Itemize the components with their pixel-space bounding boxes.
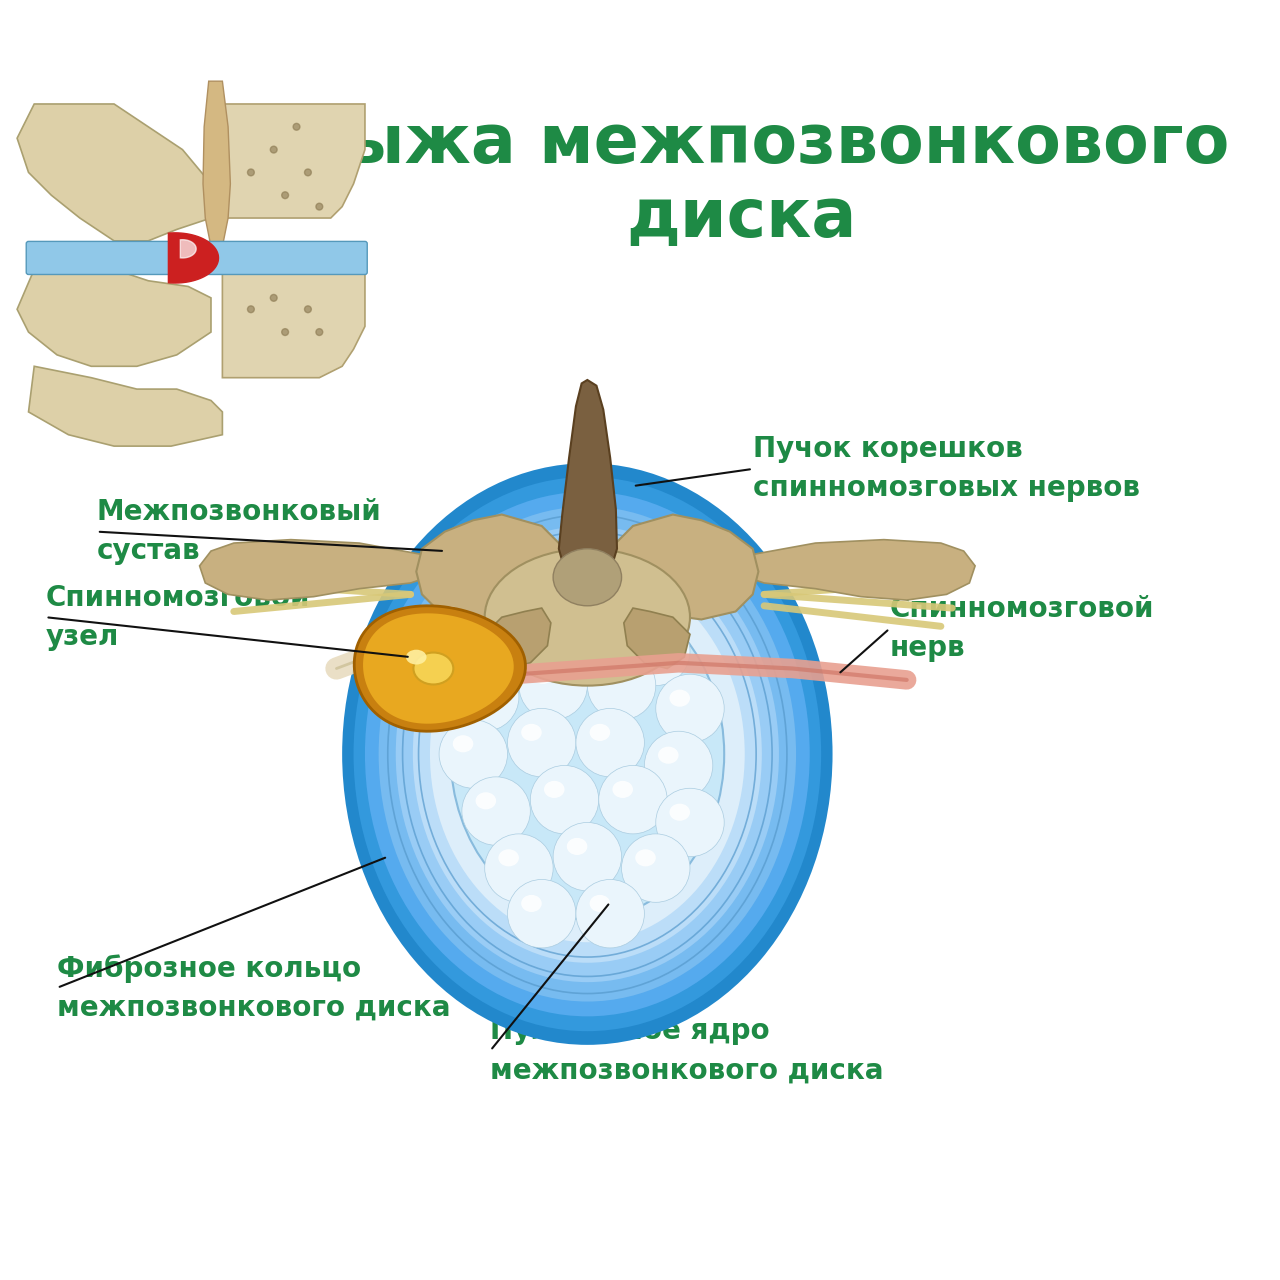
Polygon shape [200, 540, 428, 600]
Ellipse shape [655, 788, 724, 856]
Polygon shape [623, 608, 690, 668]
Polygon shape [748, 540, 975, 600]
Text: Межпозвонковый
сустав: Межпозвонковый сустав [97, 498, 381, 566]
Ellipse shape [453, 735, 474, 753]
Ellipse shape [451, 589, 724, 919]
Polygon shape [355, 605, 526, 731]
Circle shape [247, 169, 255, 175]
Circle shape [305, 306, 311, 312]
Ellipse shape [622, 833, 690, 902]
Ellipse shape [553, 823, 622, 891]
Ellipse shape [485, 549, 690, 686]
Ellipse shape [518, 652, 588, 719]
Ellipse shape [365, 492, 810, 1016]
Ellipse shape [669, 804, 690, 820]
Ellipse shape [476, 792, 497, 809]
Ellipse shape [465, 678, 485, 695]
Ellipse shape [413, 653, 453, 685]
Text: Пучок корешков
спинномозговых нервов: Пучок корешков спинномозговых нервов [753, 435, 1139, 503]
Ellipse shape [342, 463, 832, 1044]
Polygon shape [28, 366, 223, 447]
Polygon shape [416, 515, 564, 620]
Ellipse shape [567, 621, 588, 639]
Ellipse shape [655, 675, 724, 742]
Ellipse shape [644, 731, 713, 800]
Polygon shape [169, 233, 219, 283]
Ellipse shape [612, 781, 634, 797]
Ellipse shape [485, 833, 553, 902]
Circle shape [305, 169, 311, 175]
Ellipse shape [602, 667, 622, 684]
Ellipse shape [576, 708, 644, 777]
Text: диска: диска [626, 186, 856, 251]
Polygon shape [611, 515, 759, 620]
Polygon shape [485, 608, 550, 668]
Ellipse shape [658, 746, 678, 764]
Polygon shape [223, 269, 365, 378]
Ellipse shape [544, 781, 564, 797]
Ellipse shape [590, 723, 611, 741]
Ellipse shape [622, 617, 690, 686]
Ellipse shape [353, 477, 822, 1032]
Text: Фиброзное кольцо
межпозвонкового диска: Фиброзное кольцо межпозвонкового диска [58, 954, 451, 1021]
Ellipse shape [576, 879, 644, 948]
Ellipse shape [507, 879, 576, 948]
Ellipse shape [553, 605, 622, 675]
Ellipse shape [599, 765, 667, 833]
Polygon shape [223, 104, 365, 218]
Ellipse shape [462, 777, 530, 845]
Text: Пульпозное ядро
межпозвонкового диска: Пульпозное ядро межпозвонкового диска [490, 1018, 884, 1084]
Ellipse shape [521, 723, 541, 741]
Ellipse shape [530, 765, 599, 833]
Circle shape [293, 123, 300, 131]
Ellipse shape [485, 617, 553, 686]
Circle shape [282, 329, 288, 335]
Ellipse shape [521, 895, 541, 913]
Polygon shape [364, 613, 513, 723]
Ellipse shape [507, 708, 576, 777]
Ellipse shape [430, 566, 745, 942]
Ellipse shape [498, 849, 518, 867]
Ellipse shape [396, 526, 780, 982]
Circle shape [270, 146, 278, 154]
Circle shape [270, 294, 278, 301]
FancyBboxPatch shape [26, 242, 367, 274]
Ellipse shape [669, 690, 690, 707]
Circle shape [247, 306, 255, 312]
Polygon shape [180, 239, 196, 259]
Ellipse shape [451, 663, 518, 731]
Text: Спинномозговой
узел: Спинномозговой узел [46, 584, 310, 650]
Ellipse shape [439, 719, 507, 788]
Ellipse shape [567, 838, 588, 855]
Circle shape [282, 192, 288, 198]
Polygon shape [17, 104, 211, 241]
Text: Спинномозговой
нерв: Спинномозговой нерв [890, 595, 1155, 662]
Ellipse shape [635, 632, 655, 650]
Ellipse shape [590, 895, 611, 913]
Ellipse shape [635, 849, 655, 867]
Ellipse shape [553, 549, 622, 605]
Ellipse shape [532, 667, 553, 684]
Ellipse shape [379, 507, 796, 1001]
Ellipse shape [406, 650, 426, 664]
Ellipse shape [413, 545, 762, 963]
Circle shape [316, 329, 323, 335]
Circle shape [316, 204, 323, 210]
Text: Грыжа межпозвонкового: Грыжа межпозвонкового [253, 111, 1229, 177]
Ellipse shape [498, 632, 518, 650]
Polygon shape [559, 380, 617, 579]
Polygon shape [17, 269, 211, 366]
Polygon shape [204, 81, 230, 252]
Ellipse shape [588, 652, 655, 719]
